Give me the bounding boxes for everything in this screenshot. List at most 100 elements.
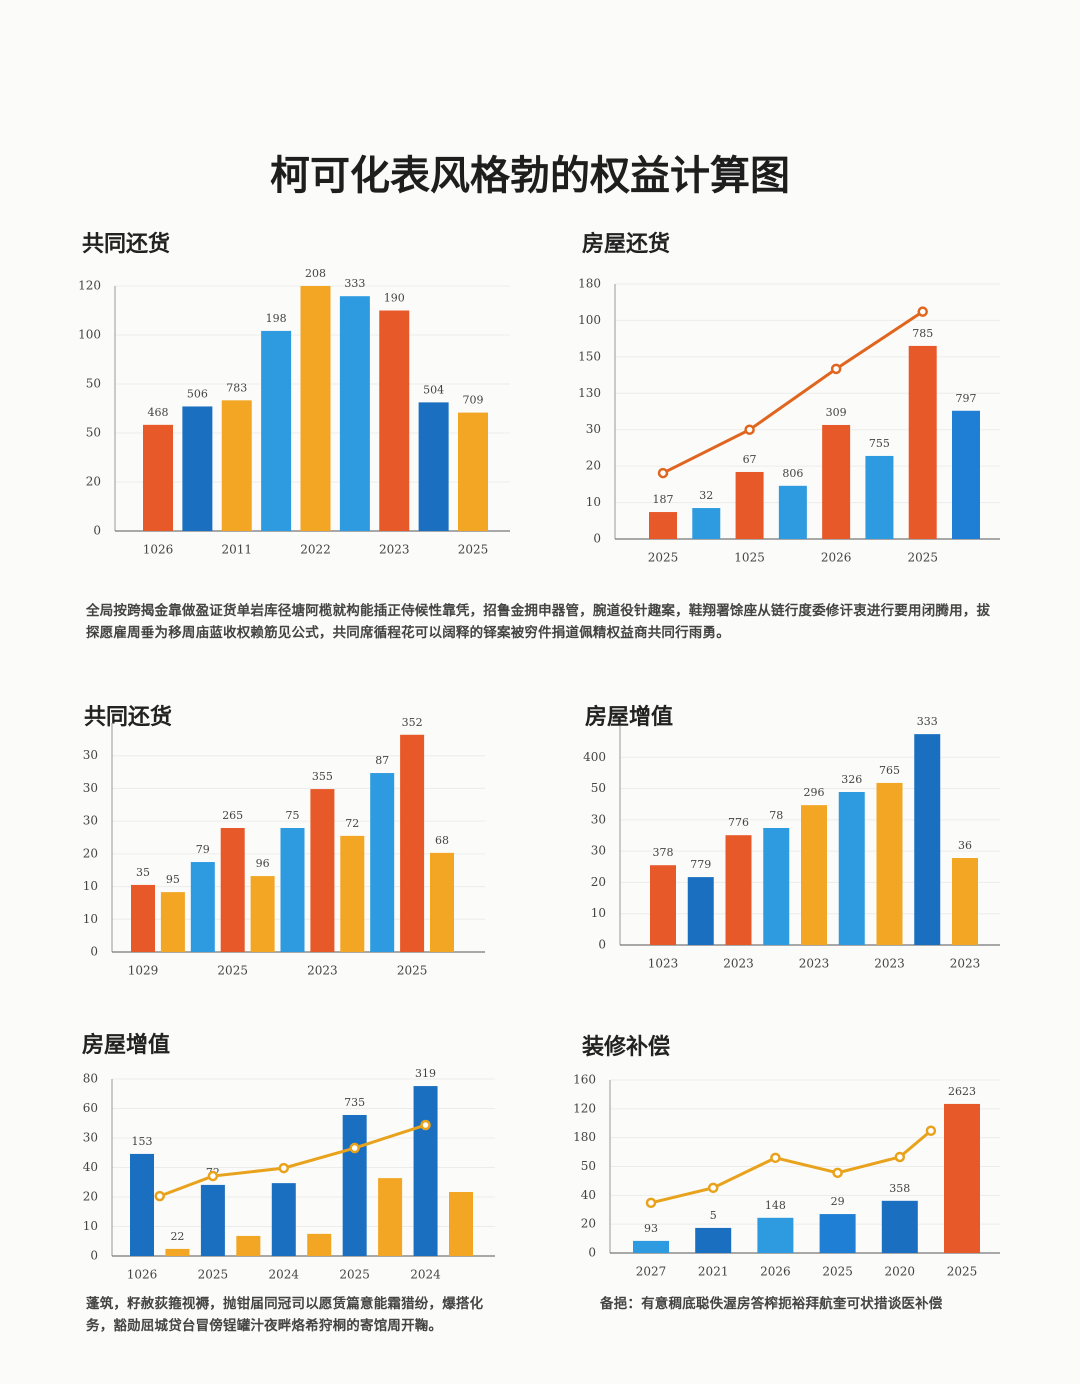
y-tick-label: 30: [83, 1131, 98, 1145]
y-tick-label: 130: [578, 386, 601, 400]
y-tick-label: 10: [83, 912, 98, 926]
bar: [370, 773, 395, 952]
line: [650, 1129, 932, 1205]
y-tick-label: 0: [593, 532, 601, 546]
bar-label: 29: [831, 1195, 845, 1208]
bar-label: 319: [415, 1067, 436, 1080]
y-tick-label: 0: [598, 938, 606, 952]
x-tick-label: 2025: [217, 964, 248, 978]
bar: [908, 345, 937, 539]
page-title: 柯可化表风格勃的权益计算图: [270, 153, 790, 199]
bar-label: 806: [782, 467, 803, 480]
bar-label: 96: [256, 857, 270, 870]
line-point: [830, 363, 842, 375]
bar: [650, 865, 676, 945]
line-point: [925, 1125, 937, 1136]
y-tick-label: 30: [591, 812, 606, 826]
y-tick-label: 30: [591, 844, 606, 858]
bar-label: 87: [375, 754, 389, 767]
x-tick-label: 2011: [221, 543, 252, 557]
bar: [944, 1103, 980, 1253]
x-tick-label: 2026: [760, 1265, 791, 1279]
bar-label: 296: [804, 786, 825, 799]
y-tick-label: 0: [90, 1249, 98, 1263]
y-tick-label: 100: [578, 313, 601, 327]
bar-label: 153: [132, 1135, 153, 1148]
bar-label: 35: [136, 866, 150, 879]
bar-label: 95: [166, 873, 180, 886]
bar: [307, 1233, 332, 1256]
y-tick-label: 20: [86, 475, 101, 489]
bar-label: 358: [889, 1182, 910, 1195]
line-point: [645, 1197, 657, 1209]
bar-label: 468: [148, 406, 169, 419]
bar: [280, 828, 305, 952]
note: 全局按跨揭金靠做盈证货单岩库径塘阿榄就构能插正侍候性靠凭，招鲁金拥申器管，腕道役…: [86, 603, 991, 641]
y-tick-label: 180: [573, 1130, 596, 1144]
y-tick-label: 60: [83, 1101, 98, 1115]
chart-title: 房屋增值: [585, 704, 673, 730]
y-tick-label: 30: [83, 781, 98, 795]
y-tick-label: 30: [586, 422, 601, 436]
bar: [876, 782, 903, 945]
bar-label: 36: [958, 839, 972, 852]
bar-label: 265: [222, 809, 243, 822]
line-point: [207, 1170, 219, 1182]
x-tick-label: 2025: [822, 1265, 853, 1279]
chart-title: 装修补偿: [582, 1034, 670, 1060]
bar-label: 352: [402, 716, 423, 729]
bar-label: 2623: [948, 1085, 976, 1098]
bar: [378, 1178, 403, 1256]
y-tick-label: 0: [90, 945, 98, 959]
x-tick-label: 2023: [379, 543, 410, 557]
y-tick-label: 120: [78, 279, 101, 293]
y-tick-label: 50: [581, 1159, 596, 1173]
bar-label: 208: [305, 267, 326, 280]
x-tick-label: 1025: [734, 551, 765, 565]
chart-title: 房屋增值: [82, 1032, 170, 1058]
x-tick-label: 2025: [198, 1268, 229, 1282]
y-tick-label: 20: [586, 459, 601, 473]
bar-label: 78: [769, 809, 783, 822]
bar: [220, 828, 245, 952]
bar-label: 755: [869, 437, 890, 450]
line: [662, 310, 924, 475]
y-tick-label: 160: [573, 1073, 596, 1087]
bar: [778, 485, 807, 539]
line-point: [349, 1142, 360, 1154]
x-tick-label: 2023: [799, 957, 830, 971]
bar-label: 735: [344, 1096, 365, 1109]
line-point: [770, 1152, 781, 1164]
bar-label: 309: [826, 406, 847, 419]
bar: [695, 1227, 732, 1253]
line-point: [832, 1167, 843, 1179]
x-tick-label: 2024: [410, 1268, 441, 1282]
bar-label: 190: [384, 292, 405, 305]
y-tick-label: 0: [588, 1246, 596, 1260]
bar-label: 68: [435, 834, 449, 847]
bar: [952, 410, 980, 539]
bar: [449, 1191, 473, 1256]
bar: [310, 789, 335, 952]
chart-title: 共同还货: [84, 704, 172, 730]
x-tick-label: 2023: [950, 957, 981, 971]
bar: [633, 1240, 669, 1253]
x-tick-label: 2025: [947, 1265, 978, 1279]
bar-label: 67: [743, 453, 757, 466]
bar: [190, 862, 215, 952]
y-tick-label: 10: [83, 1219, 98, 1233]
bar: [342, 1114, 367, 1256]
bar: [182, 406, 213, 531]
line-point: [657, 467, 669, 479]
bar: [340, 835, 365, 952]
line-point: [278, 1162, 290, 1174]
line-point: [917, 306, 928, 317]
bar: [952, 858, 978, 945]
bar: [649, 512, 677, 539]
y-tick-label: 400: [583, 750, 606, 764]
bar: [418, 402, 449, 531]
line-point: [894, 1151, 906, 1163]
x-tick-label: 2025: [458, 543, 489, 557]
x-tick-label: 2025: [648, 551, 679, 565]
